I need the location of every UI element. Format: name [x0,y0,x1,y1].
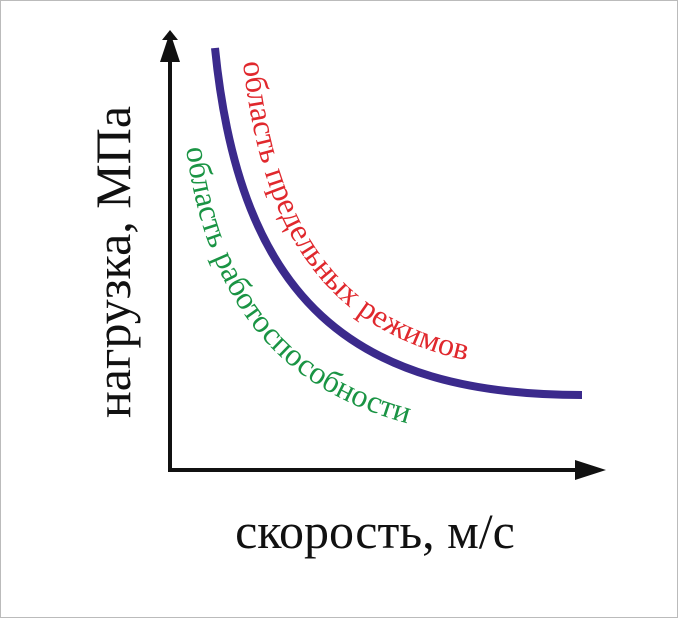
x-arrowhead [575,460,606,480]
limit-curve [211,47,583,399]
y-arrowhead [160,32,180,62]
y-axis-label: нагрузка, МПа [85,106,141,418]
x-axis-label: скорость, м/с [235,503,515,559]
